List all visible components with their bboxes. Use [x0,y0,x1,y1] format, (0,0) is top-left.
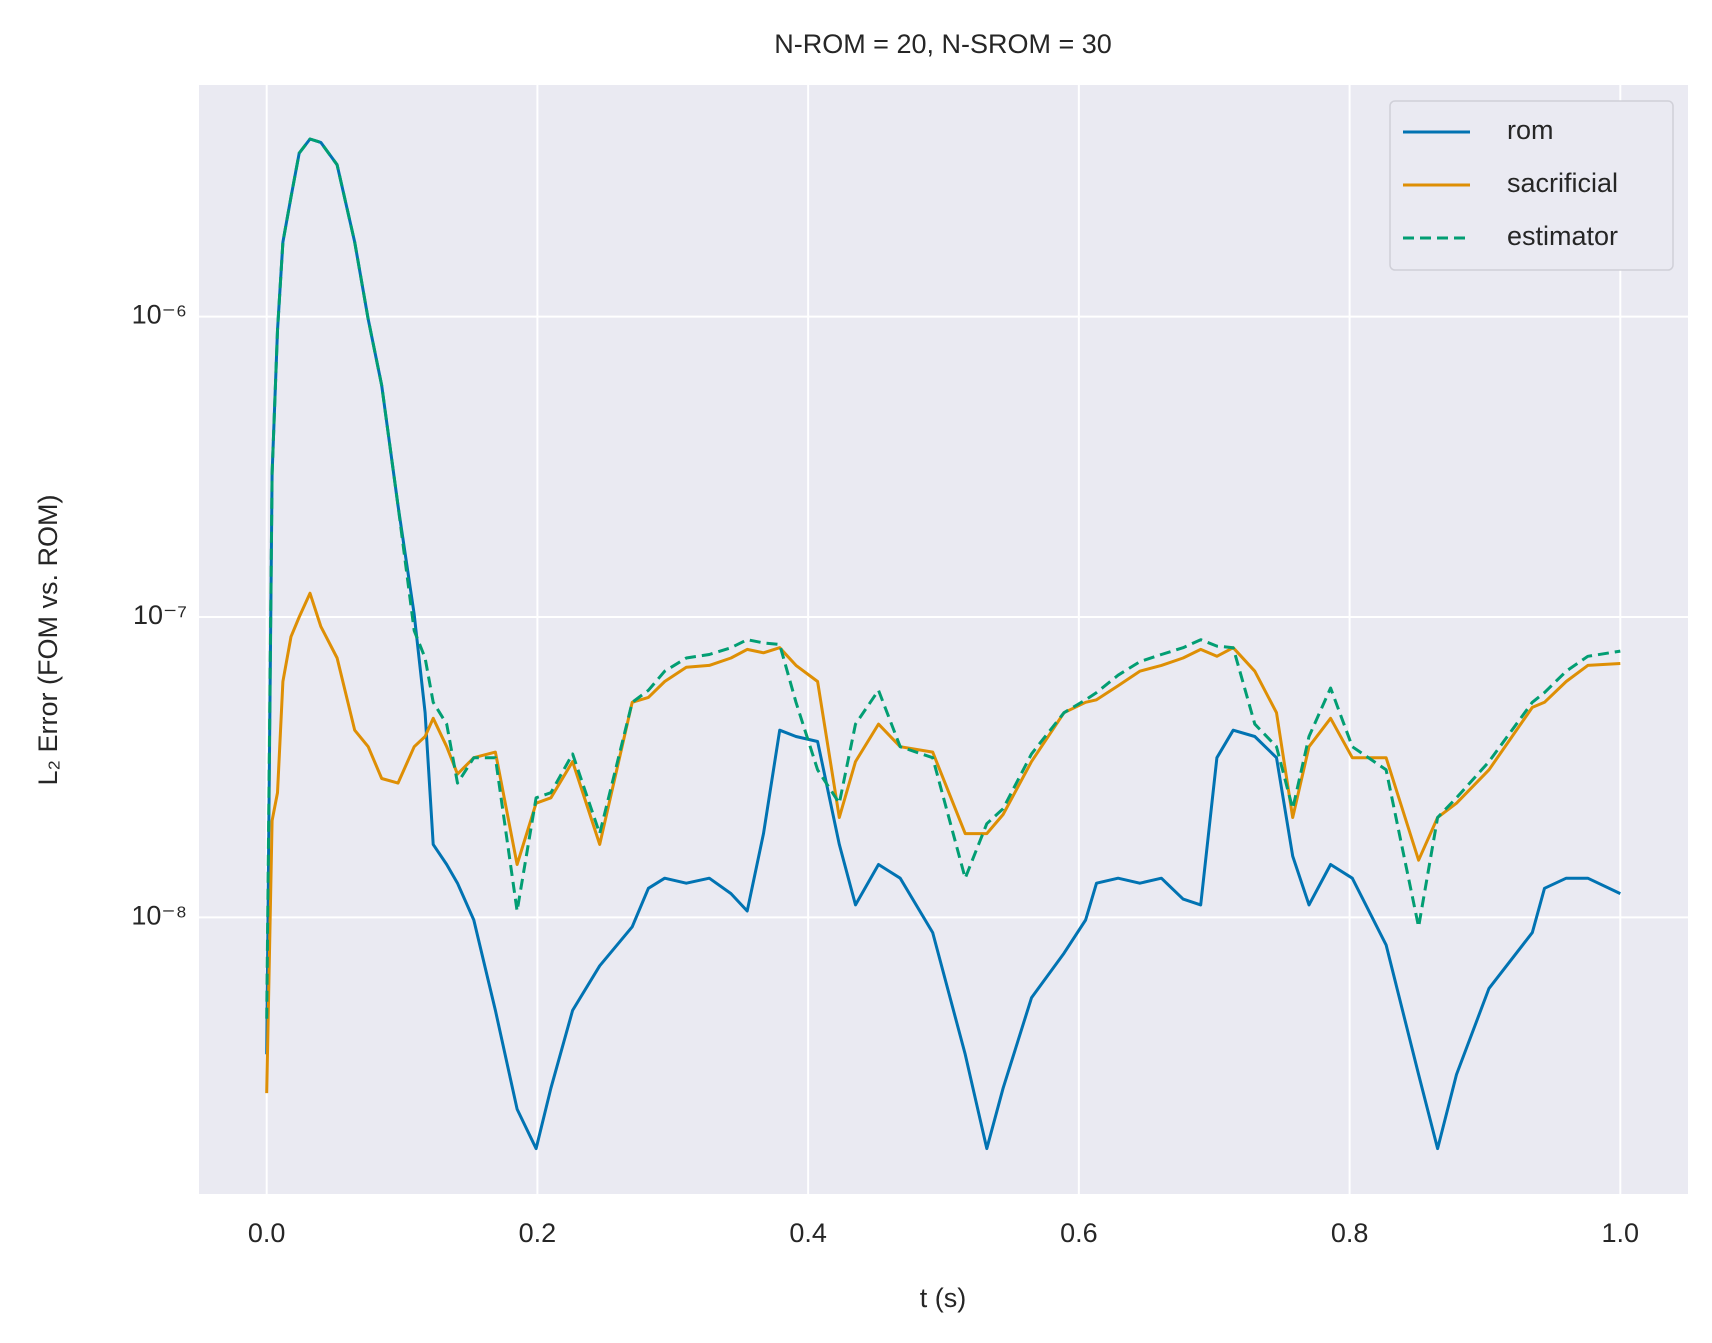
legend-label: sacrificial [1507,168,1618,198]
legend-label: rom [1507,115,1554,145]
y-tick-label: 10⁻⁶ [132,300,187,330]
line-series [265,137,1621,1019]
x-tick-label: 0.4 [789,1218,827,1248]
line-series [265,591,1621,1094]
y-tick-label: 10⁻⁷ [133,600,187,630]
y-axis-title: L₂ Error (FOM vs. ROM) [33,495,63,786]
x-tick-label: 0.2 [519,1218,557,1248]
chart-title: N-ROM = 20, N-SROM = 30 [774,29,1112,59]
legend-label: estimator [1507,221,1618,251]
x-tick-label: 1.0 [1602,1218,1640,1248]
legend-box [1389,100,1674,271]
x-tick-label: 0.8 [1331,1218,1369,1248]
x-tick-label: 0.0 [248,1218,286,1248]
y-tick-label: 10⁻⁸ [131,901,187,931]
x-tick-label: 0.6 [1060,1218,1098,1248]
x-axis-title: t (s) [920,1283,967,1313]
